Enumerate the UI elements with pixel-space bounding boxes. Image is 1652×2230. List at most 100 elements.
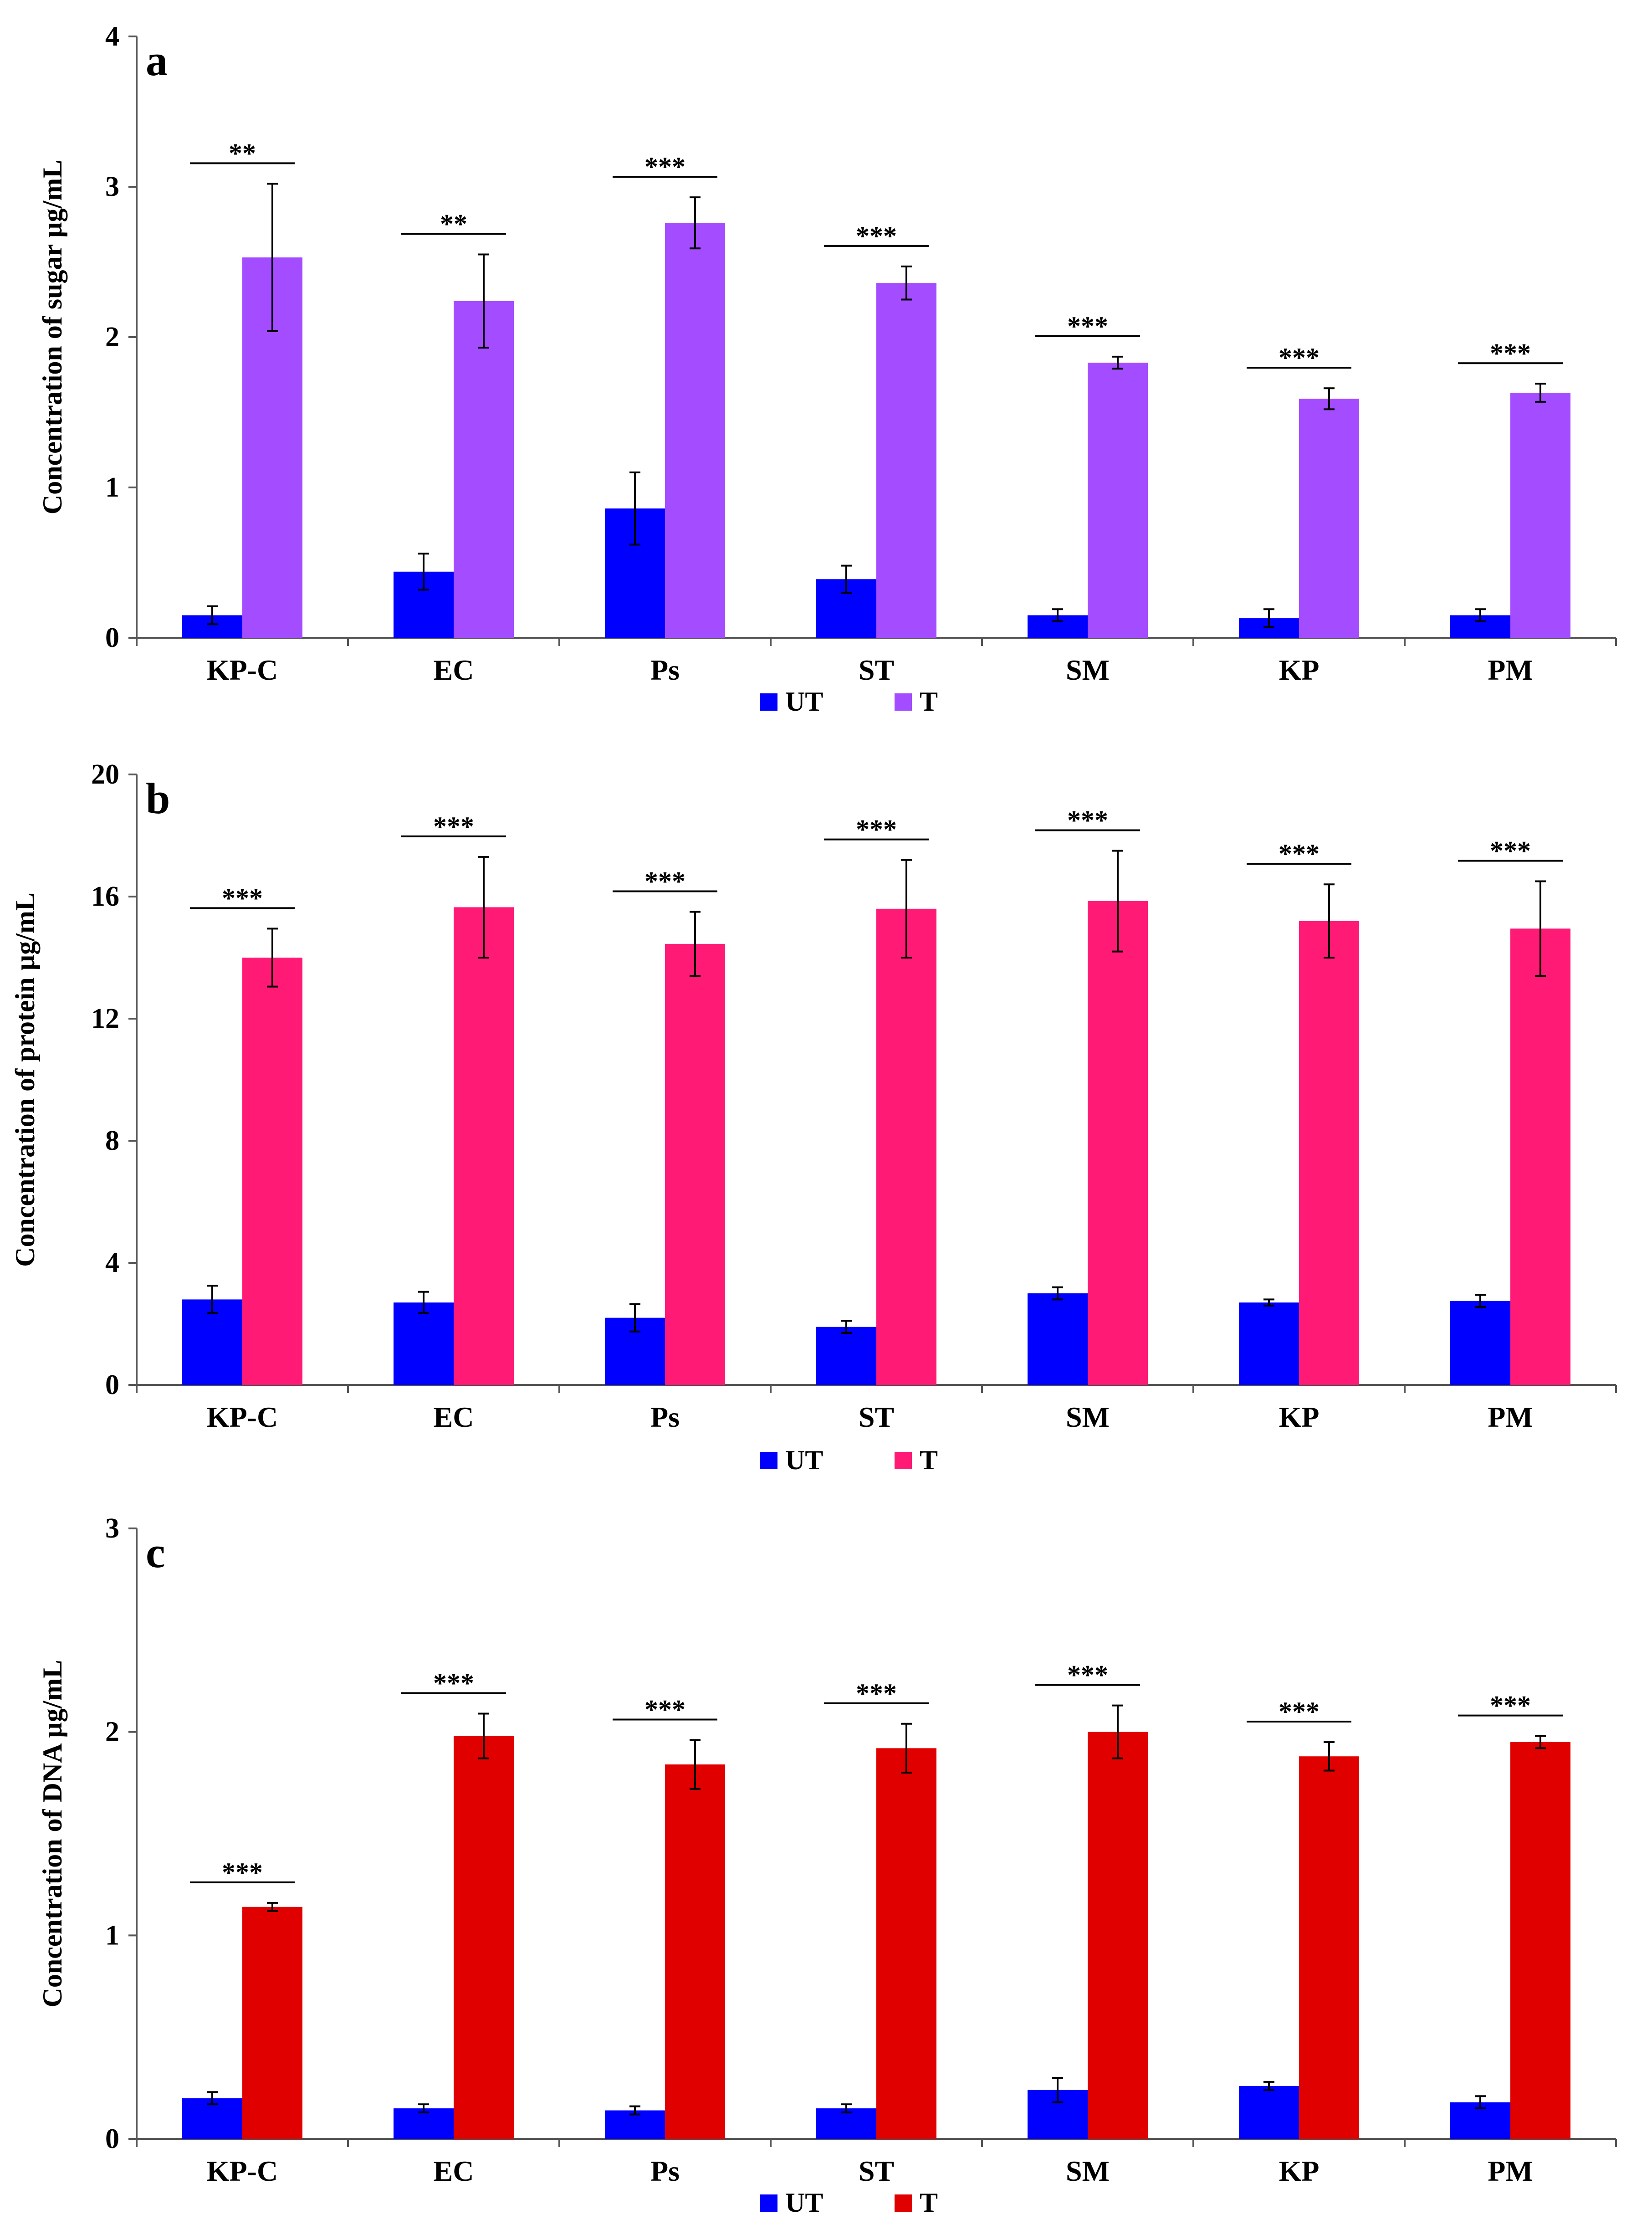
y-tick-label: 20 <box>91 759 119 790</box>
category-label: Ps <box>650 1401 680 1433</box>
bar-t <box>1299 399 1359 638</box>
significance-marker: *** <box>1490 338 1531 368</box>
category-label: SM <box>1066 1401 1110 1433</box>
category-label: KP <box>1279 1401 1320 1433</box>
category-label: ST <box>859 2155 894 2187</box>
y-axis-label: Concentration of DNA µg/mL <box>37 1660 67 2008</box>
legend-label-t: T <box>920 687 938 717</box>
category-label: KP <box>1279 2155 1320 2187</box>
significance-marker: *** <box>222 883 263 913</box>
bar-t <box>665 1764 725 2139</box>
y-tick-label: 1 <box>105 1920 119 1951</box>
bar-t <box>1299 1756 1359 2139</box>
legend-swatch-ut <box>760 693 777 711</box>
legend-swatch-t <box>895 2194 912 2212</box>
significance-marker: *** <box>1279 343 1320 373</box>
bar-ut <box>1239 2086 1299 2139</box>
bar-t <box>665 223 725 638</box>
y-tick-label: 0 <box>105 1369 119 1400</box>
bar-ut <box>1450 1301 1510 1385</box>
significance-marker: *** <box>1067 1660 1108 1690</box>
panel-letter: a <box>146 36 168 85</box>
y-axis-label: Concentration of sugar µg/mL <box>37 160 67 514</box>
bar-ut <box>394 2108 454 2139</box>
y-tick-label: 16 <box>91 881 119 912</box>
significance-marker: ** <box>440 209 467 239</box>
significance-marker: *** <box>222 1857 263 1887</box>
significance-marker: *** <box>644 1695 685 1725</box>
category-label: KP <box>1279 654 1320 686</box>
y-axis-label: Concentration of protein µg/mL <box>10 892 40 1267</box>
legend-swatch-ut <box>760 1452 777 1469</box>
significance-marker: *** <box>1490 1691 1531 1721</box>
bar-t <box>876 1748 936 2139</box>
legend-swatch-t <box>895 1452 912 1469</box>
significance-marker: *** <box>1279 839 1320 869</box>
category-label: Ps <box>650 2155 680 2187</box>
y-tick-label: 4 <box>105 1247 119 1278</box>
category-label: ST <box>859 1401 894 1433</box>
significance-marker: *** <box>856 1678 897 1708</box>
bar-ut <box>1028 1293 1088 1385</box>
chart-panel-a: 0 1 2 3 4 Concentration of sugar µg/mL a KP-C **… <box>37 21 1617 717</box>
legend-label-ut: UT <box>785 1445 823 1475</box>
bar-t <box>1510 393 1570 638</box>
bar-t <box>1299 921 1359 1385</box>
y-tick-label: 12 <box>91 1003 119 1034</box>
bar-t <box>454 301 514 638</box>
significance-marker: *** <box>1279 1697 1320 1727</box>
y-tick-label: 2 <box>105 322 119 353</box>
significance-marker: *** <box>1067 805 1108 836</box>
bar-ut <box>816 1327 876 1385</box>
bar-ut <box>394 1302 454 1385</box>
category-label: SM <box>1066 654 1110 686</box>
y-tick-label: 4 <box>105 21 119 52</box>
bar-t <box>876 283 936 638</box>
category-label: KP-C <box>207 654 278 686</box>
y-tick-label: 2 <box>105 1717 119 1748</box>
significance-marker: *** <box>1067 311 1108 341</box>
significance-marker: *** <box>1490 836 1531 866</box>
bar-t <box>454 1736 514 2139</box>
bar-ut <box>816 2108 876 2139</box>
bar-t <box>1510 928 1570 1385</box>
bar-t <box>1088 1732 1148 2139</box>
panel-letter: b <box>146 774 170 823</box>
legend-swatch-ut <box>760 2194 777 2212</box>
significance-marker: *** <box>644 152 685 182</box>
bar-t <box>1510 1742 1570 2139</box>
bar-t <box>665 943 725 1385</box>
significance-marker: *** <box>644 866 685 897</box>
legend-label-ut: UT <box>785 687 823 717</box>
bar-t <box>1088 363 1148 638</box>
legend-label-t: T <box>920 2188 938 2218</box>
legend-label-t: T <box>920 1445 938 1475</box>
category-label: Ps <box>650 654 680 686</box>
chart-panel-b: 0 4 8 12 16 20 Concentration of protein µg/mL b… <box>10 759 1617 1475</box>
y-tick-label: 0 <box>105 622 119 653</box>
bar-t <box>242 958 302 1385</box>
category-label: PM <box>1488 654 1533 686</box>
category-label: PM <box>1488 1401 1533 1433</box>
significance-marker: *** <box>856 221 897 251</box>
category-label: SM <box>1066 2155 1110 2187</box>
y-tick-label: 8 <box>105 1125 119 1156</box>
y-tick-label: 3 <box>105 1513 119 1544</box>
significance-marker: *** <box>856 815 897 845</box>
y-tick-label: 0 <box>105 2123 119 2154</box>
legend-label-ut: UT <box>785 2188 823 2218</box>
category-label: KP-C <box>207 1401 278 1433</box>
y-tick-label: 3 <box>105 171 119 202</box>
significance-marker: *** <box>433 1668 474 1698</box>
category-label: EC <box>434 1401 474 1433</box>
significance-marker: ** <box>229 138 256 168</box>
bar-t <box>242 1907 302 2139</box>
category-label: EC <box>434 654 474 686</box>
category-label: KP-C <box>207 2155 278 2187</box>
bar-t <box>454 907 514 1385</box>
panel-letter: c <box>146 1528 165 1577</box>
significance-marker: *** <box>433 811 474 841</box>
bar-t <box>1088 901 1148 1385</box>
category-label: EC <box>434 2155 474 2187</box>
bar-t <box>876 908 936 1385</box>
